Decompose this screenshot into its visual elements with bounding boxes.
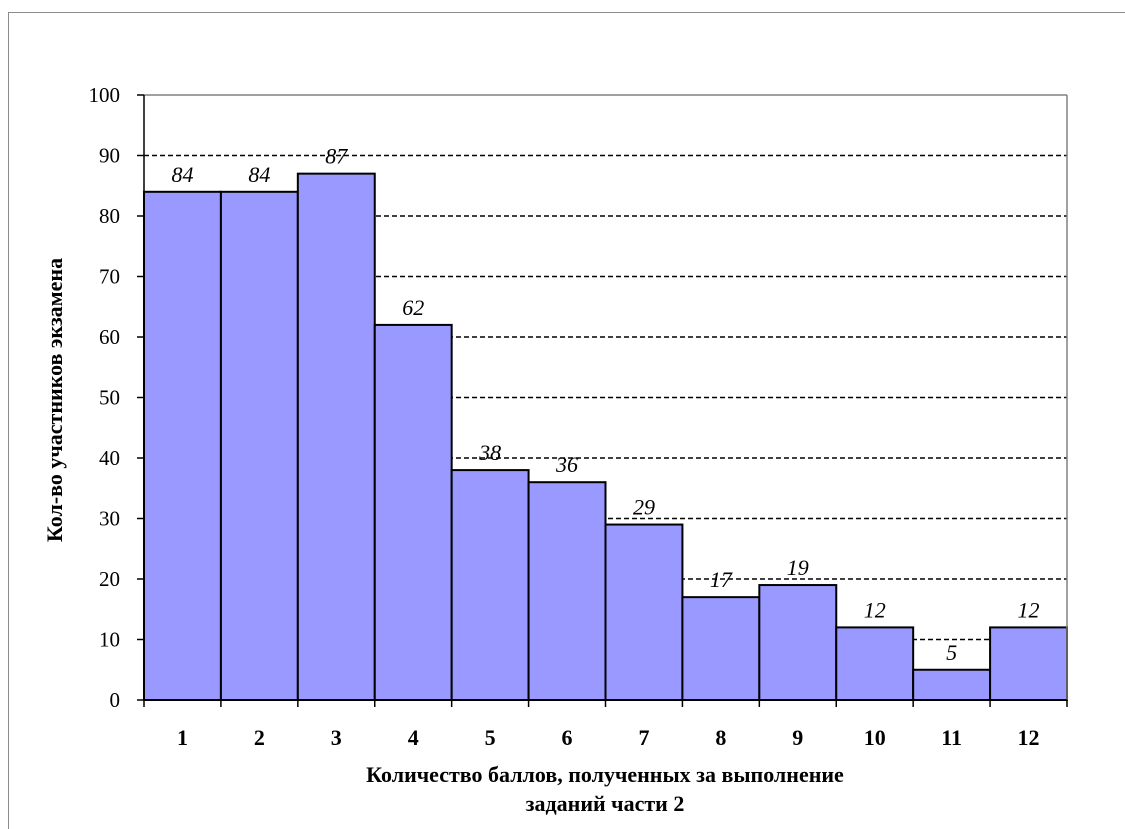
bar-7 (604, 523, 684, 701)
y-tick-label: 50 (99, 386, 120, 410)
x-tick-label: 3 (331, 725, 342, 750)
x-tick-label: 6 (562, 725, 573, 750)
x-tick-label: 5 (485, 725, 496, 750)
chart-frame (8, 12, 1125, 829)
x-tick-label: 4 (408, 725, 419, 750)
data-label: 62 (402, 295, 424, 320)
bar-6 (527, 481, 607, 702)
x-axis-title-line-1: Количество баллов, полученных за выполне… (366, 762, 844, 787)
y-tick-label: 40 (99, 446, 120, 470)
bar-12 (989, 626, 1068, 702)
x-tick-label: 9 (792, 725, 803, 750)
bar-2 (219, 190, 299, 702)
y-tick-label: 90 (99, 144, 120, 168)
x-tick-label: 7 (638, 725, 649, 750)
bar-4 (373, 323, 453, 701)
data-label: 12 (1018, 597, 1040, 622)
data-label: 29 (633, 495, 655, 520)
y-tick-label: 0 (110, 688, 121, 712)
bar-1 (143, 190, 222, 702)
bar-11 (912, 668, 992, 701)
y-tick-label: 100 (89, 83, 121, 107)
data-label: 38 (478, 440, 501, 465)
bar-9 (758, 584, 838, 701)
y-tick-label: 10 (99, 628, 120, 652)
x-tick-label: 1 (177, 725, 188, 750)
data-label: 87 (325, 144, 348, 169)
bar-5 (450, 469, 530, 701)
data-label: 84 (171, 162, 193, 187)
y-tick-label: 20 (99, 567, 120, 591)
x-tick-label: 11 (941, 725, 962, 750)
y-tick-label: 30 (99, 507, 120, 531)
data-label: 19 (787, 555, 809, 580)
data-label: 84 (248, 162, 270, 187)
x-tick-label: 12 (1018, 725, 1040, 750)
data-label: 5 (946, 640, 957, 665)
bars (143, 172, 1068, 702)
data-labels: 84 84 87 62 38 36 29 17 19 12 5 12 (171, 144, 1039, 665)
bar-3 (296, 172, 376, 701)
bar-10 (835, 626, 915, 702)
x-tick-label: 10 (864, 725, 886, 750)
y-tick-label: 60 (99, 325, 120, 349)
x-tick-label: 2 (254, 725, 265, 750)
bar-8 (681, 596, 761, 702)
y-axis-title: Кол-во участников экзамена (42, 258, 67, 542)
data-label: 12 (864, 597, 886, 622)
y-tick-label: 70 (99, 265, 120, 289)
data-label: 36 (555, 452, 578, 477)
y-tick-label: 80 (99, 204, 120, 228)
x-tick-label: 8 (715, 725, 726, 750)
x-axis-title-line-2: заданий части 2 (526, 791, 685, 816)
data-label: 17 (710, 567, 733, 592)
